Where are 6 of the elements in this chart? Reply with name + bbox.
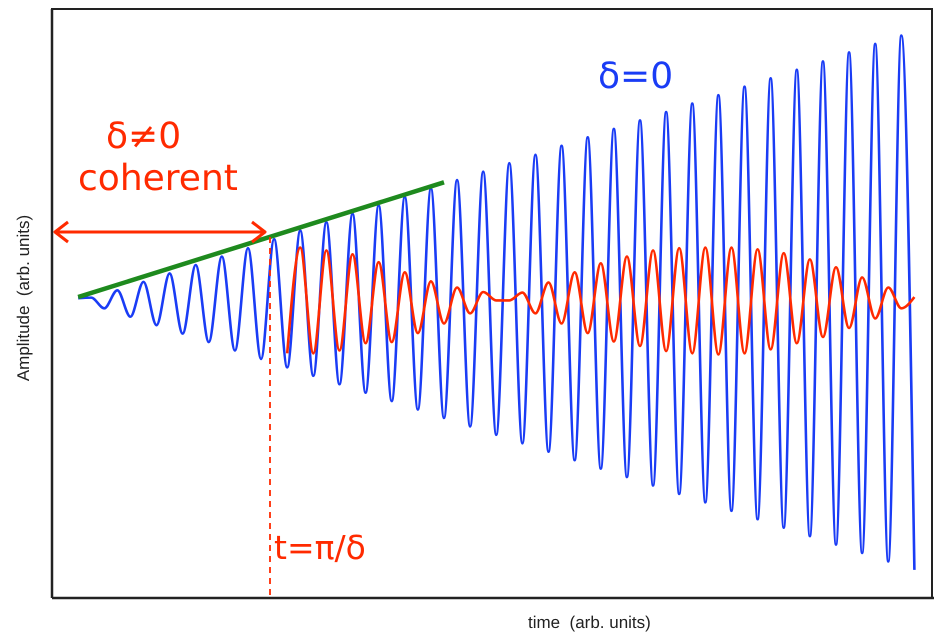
x-axis-title: time (arb. units) [528,613,651,633]
y-axis-title: Amplitude (arb. units) [14,214,34,384]
text: δ≠0 [106,116,182,158]
annotation: coherent [78,158,238,200]
annotation: t=π/δ [274,528,366,567]
series-label: δ=0 [598,56,674,98]
